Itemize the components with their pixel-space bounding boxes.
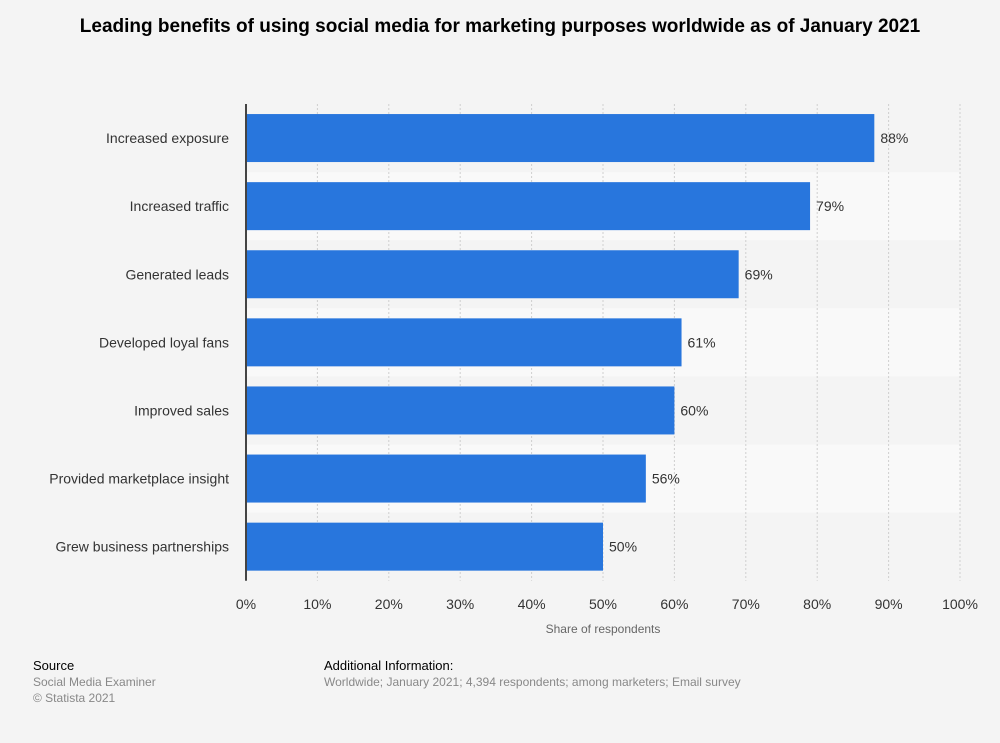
bar bbox=[246, 318, 682, 367]
category-label: Generated leads bbox=[125, 266, 229, 282]
bar bbox=[246, 250, 739, 299]
data-label: 79% bbox=[816, 198, 844, 214]
x-tick-label: 70% bbox=[732, 596, 760, 612]
x-tick-label: 90% bbox=[875, 596, 903, 612]
x-tick-label: 20% bbox=[375, 596, 403, 612]
x-tick-label: 0% bbox=[236, 596, 256, 612]
source-heading: Source bbox=[33, 658, 75, 673]
x-tick-label: 100% bbox=[942, 596, 978, 612]
info-text: Worldwide; January 2021; 4,394 responden… bbox=[324, 675, 741, 689]
bar bbox=[246, 454, 646, 503]
category-label: Increased traffic bbox=[130, 198, 229, 214]
bar bbox=[246, 114, 875, 163]
x-tick-label: 60% bbox=[660, 596, 688, 612]
x-tick-label: 80% bbox=[803, 596, 831, 612]
category-label: Grew business partnerships bbox=[55, 539, 229, 555]
category-label: Provided marketplace insight bbox=[49, 471, 229, 487]
category-label: Improved sales bbox=[134, 402, 229, 418]
source-text[interactable]: Social Media Examiner bbox=[33, 675, 156, 689]
source-block: Source Social Media Examiner © Statista … bbox=[33, 658, 156, 706]
data-label: 50% bbox=[609, 539, 637, 555]
bar bbox=[246, 522, 603, 571]
bar bbox=[246, 182, 811, 231]
data-label: 69% bbox=[745, 266, 773, 282]
x-tick-label: 50% bbox=[589, 596, 617, 612]
data-label: 60% bbox=[680, 402, 708, 418]
bar bbox=[246, 386, 675, 435]
copyright-text: © Statista 2021 bbox=[33, 691, 116, 705]
additional-info-block: Additional Information: Worldwide; Janua… bbox=[324, 658, 741, 690]
data-label: 88% bbox=[880, 130, 908, 146]
info-heading: Additional Information: bbox=[324, 658, 454, 673]
chart-title: Leading benefits of using social media f… bbox=[79, 16, 921, 37]
data-label: 61% bbox=[688, 334, 716, 350]
x-tick-label: 10% bbox=[303, 596, 331, 612]
x-tick-label: 30% bbox=[446, 596, 474, 612]
x-axis-title: Share of respondents bbox=[546, 622, 661, 636]
data-label: 56% bbox=[652, 471, 680, 487]
x-tick-label: 40% bbox=[518, 596, 546, 612]
category-label: Developed loyal fans bbox=[99, 334, 229, 350]
category-label: Increased exposure bbox=[106, 130, 229, 146]
